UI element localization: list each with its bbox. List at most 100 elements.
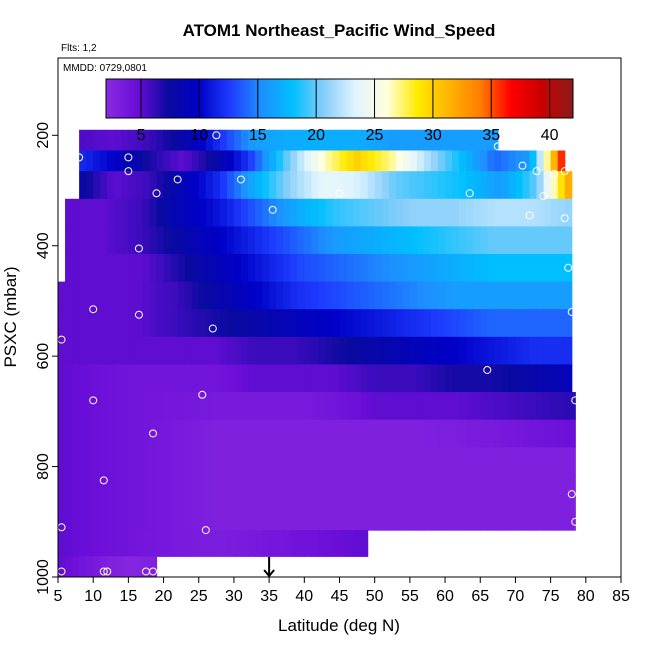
heatmap-cell — [142, 336, 151, 366]
heatmap-cell — [121, 392, 129, 421]
heatmap-cell — [255, 198, 263, 227]
heatmap-cell — [564, 336, 573, 366]
heatmap-cell — [564, 281, 573, 310]
heatmap-cell — [508, 447, 517, 476]
heatmap-cell — [515, 502, 524, 531]
heatmap-cell — [58, 392, 66, 421]
heatmap-cell — [325, 226, 334, 255]
heatmap-cell — [107, 226, 115, 255]
heatmap-cell — [304, 336, 312, 366]
heatmap-cell — [445, 254, 453, 283]
heatmap-cell — [543, 198, 552, 227]
heatmap-cell — [100, 447, 108, 476]
heatmap-cell — [304, 281, 312, 310]
heatmap-cell — [93, 556, 101, 577]
heatmap-cell — [255, 530, 263, 557]
heatmap-cell — [128, 281, 137, 310]
heatmap-cell — [283, 254, 291, 283]
heatmap-cell — [508, 281, 517, 310]
heatmap-cell — [135, 254, 144, 283]
colorbar: 5 10 15 20 25 30 35 40 — [105, 78, 574, 144]
heatmap-cell — [571, 502, 576, 531]
heatmap-cell — [58, 364, 66, 393]
heatmap-cell — [381, 364, 390, 393]
heatmap-cell — [360, 447, 369, 476]
heatmap-cell — [72, 309, 80, 338]
heatmap-cell — [226, 419, 235, 448]
heatmap-cell — [304, 254, 312, 283]
heatmap-cell — [262, 226, 270, 255]
heatmap-cell — [529, 226, 538, 255]
heatmap-cell — [269, 171, 277, 200]
heatmap-cell — [240, 364, 249, 393]
heatmap-cell — [452, 336, 460, 366]
heatmap-cell — [360, 150, 369, 172]
heatmap-cell — [121, 281, 129, 310]
colorbar-tick-label: 40 — [541, 127, 559, 144]
heatmap-cell — [177, 226, 186, 255]
heatmap-cell — [515, 281, 524, 310]
heatmap-cell — [438, 254, 446, 283]
heatmap-cell — [65, 447, 73, 476]
heatmap-cell — [233, 281, 242, 310]
x-tick-label: 85 — [612, 588, 630, 605]
heatmap-cell — [121, 447, 129, 476]
heatmap-cell — [255, 150, 263, 172]
heatmap-cell — [58, 281, 66, 310]
heatmap-cell — [191, 502, 200, 531]
heatmap-cell — [494, 226, 502, 255]
x-tick-label: 15 — [119, 588, 137, 605]
heatmap-cell — [198, 198, 207, 227]
heatmap-cell — [93, 150, 101, 172]
heatmap-cell — [100, 226, 108, 255]
heatmap-cell — [409, 226, 418, 255]
heatmap-cell — [65, 419, 73, 448]
heatmap-cell — [360, 254, 369, 283]
data-point — [75, 153, 84, 162]
heatmap-cell — [100, 530, 108, 557]
heatmap-cell — [79, 150, 87, 172]
heatmap-cell — [233, 309, 242, 338]
heatmap-cell — [290, 226, 298, 255]
heatmap-cell — [128, 447, 137, 476]
heatmap-cell — [212, 281, 221, 310]
heatmap-cell — [269, 309, 277, 338]
heatmap-cell — [198, 129, 207, 152]
heatmap-cell — [93, 474, 101, 504]
heatmap-cell — [318, 198, 327, 227]
heatmap-cell — [290, 198, 298, 227]
heatmap-cell — [332, 364, 341, 393]
heatmap-cell — [86, 129, 94, 152]
heatmap-cell — [114, 447, 122, 476]
heatmap-cell — [149, 556, 158, 577]
heatmap-cell — [107, 309, 115, 338]
heatmap-cell — [445, 447, 453, 476]
heatmap-cell — [248, 281, 256, 310]
heatmap-cell — [543, 336, 552, 366]
heatmap-cell — [318, 392, 327, 421]
heatmap-cell — [149, 198, 158, 227]
heatmap-cell — [480, 364, 488, 393]
heatmap-cell — [114, 474, 122, 504]
heatmap-cell — [430, 254, 439, 283]
heatmap-cell — [466, 419, 474, 448]
heatmap-cell — [332, 502, 341, 531]
heatmap-cell — [79, 474, 87, 504]
heatmap-cell — [487, 502, 495, 531]
heatmap-cell — [191, 226, 200, 255]
heatmap-cell — [360, 530, 369, 557]
colorbar-tick-label: 5 — [137, 127, 146, 144]
heatmap-cell — [262, 530, 270, 557]
heatmap-cell — [459, 364, 467, 393]
heatmap-cell — [374, 171, 383, 200]
heatmap-cell — [381, 171, 390, 200]
x-tick-label: 80 — [577, 588, 595, 605]
heatmap-cell — [395, 309, 404, 338]
heatmap-cell — [402, 336, 411, 366]
heatmap-cell — [388, 309, 397, 338]
heatmap-cell — [255, 254, 263, 283]
heatmap-cell — [543, 502, 552, 531]
latitude-marker-arrow — [263, 557, 275, 578]
heatmap-cell — [501, 364, 509, 393]
heatmap-cell — [445, 150, 453, 172]
